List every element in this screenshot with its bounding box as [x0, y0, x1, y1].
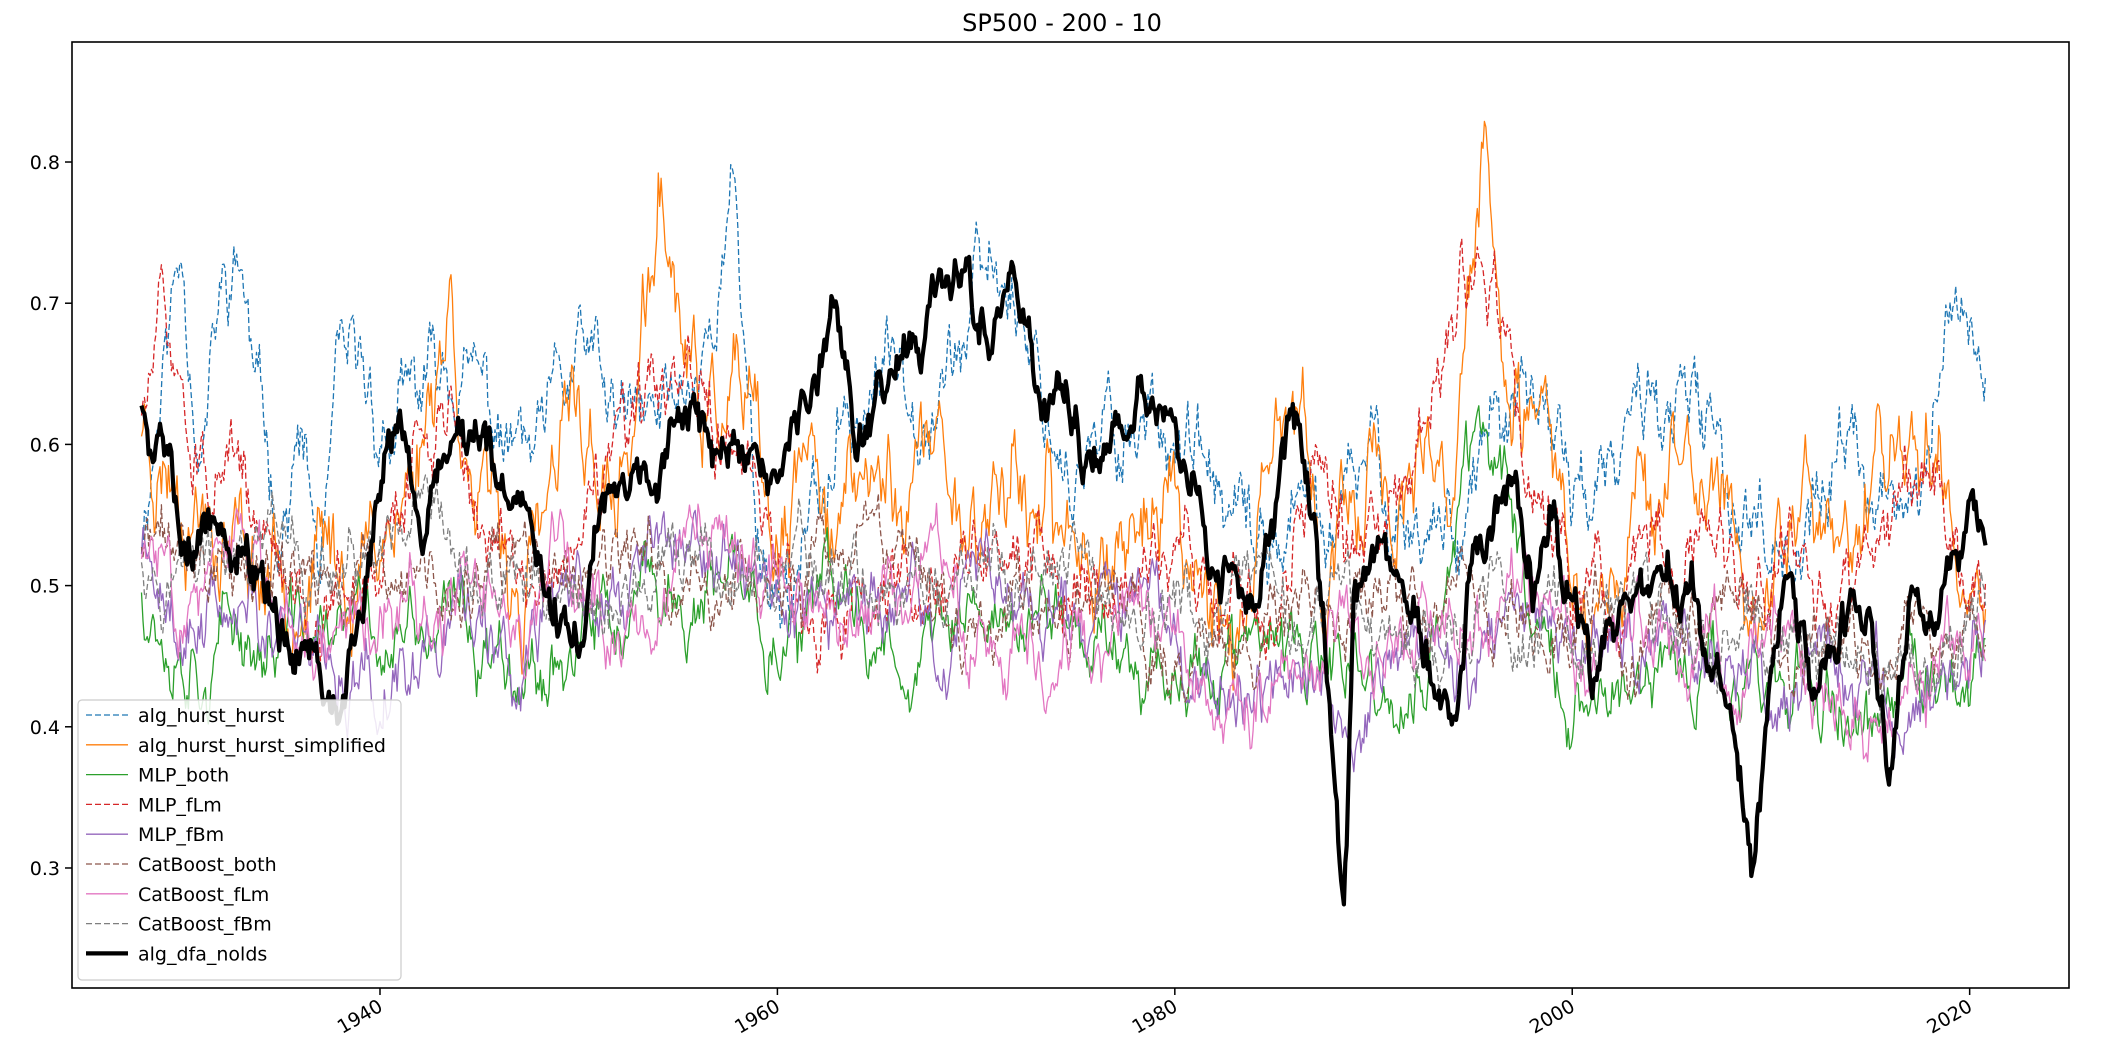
- y-tick-label: 0.7: [30, 293, 60, 315]
- legend-label: MLP_fLm: [138, 794, 222, 816]
- legend-label: MLP_fBm: [138, 824, 224, 846]
- legend-label: alg_hurst_hurst: [138, 705, 284, 727]
- series-line-alg_hurst_hurst: [140, 163, 1987, 629]
- chart-title: SP500 - 200 - 10: [962, 9, 1162, 37]
- series-layer: [139, 120, 1988, 907]
- legend: alg_hurst_hurst alg_hurst_hurst_simplifie…: [77, 699, 402, 981]
- y-tick-label: 0.5: [30, 576, 60, 598]
- series-line-MLP_fBm: [140, 509, 1987, 773]
- legend-label: alg_dfa_nolds: [138, 943, 267, 965]
- series-line-alg_hurst_hurst_simplified: [140, 120, 1987, 691]
- y-tick-label: 0.8: [30, 152, 60, 174]
- plot-frame: [71, 41, 2070, 989]
- legend-label: CatBoost_fBm: [138, 914, 272, 936]
- y-tick-label: 0.3: [30, 858, 60, 880]
- legend-label: CatBoost_fLm: [138, 884, 269, 906]
- legend-label: CatBoost_both: [138, 854, 277, 876]
- y-axis: 0.3 0.4 0.5 0.6 0.7 0.8: [30, 152, 72, 880]
- y-tick-label: 0.4: [30, 717, 60, 739]
- legend-label: alg_hurst_hurst_simplified: [138, 735, 386, 757]
- y-tick-label: 0.6: [30, 434, 60, 456]
- legend-label: MLP_both: [138, 765, 229, 787]
- series-line-alg_dfa_nolds: [139, 254, 1988, 907]
- series-line-CatBoost_fLm: [140, 502, 1987, 763]
- legend-box: [77, 699, 402, 981]
